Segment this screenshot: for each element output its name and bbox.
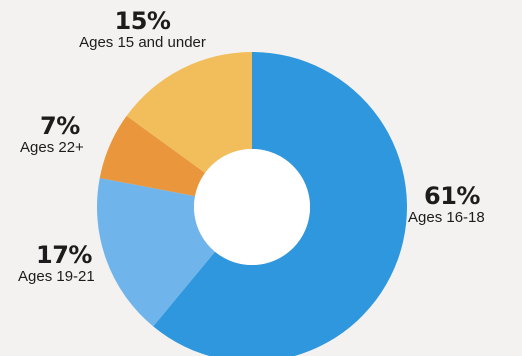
donut-slice-ages-15-and-under [126, 52, 252, 173]
slice-label-ages-19-21: 17% Ages 19-21 [18, 242, 95, 286]
slice-category-label: Ages 22+ [20, 139, 84, 156]
donut-hole [194, 149, 310, 265]
slice-label-ages-22-plus: 7% Ages 22+ [20, 113, 84, 157]
slice-category-label: Ages 19-21 [18, 268, 95, 285]
donut-slice-ages-19-21 [96, 177, 216, 327]
slice-percent-label: 15% [114, 7, 171, 35]
slice-percent-label: 17% [36, 241, 92, 269]
donut-slice-ages-22 [99, 115, 206, 197]
slice-label-ages-16-18: 61% Ages 16-18 [408, 183, 485, 227]
slice-label-ages-15-and-under: 15% Ages 15 and under [55, 8, 230, 52]
slice-category-label: Ages 16-18 [408, 209, 485, 226]
slice-percent-label: 61% [424, 182, 480, 210]
slice-percent-label: 7% [40, 112, 80, 140]
donut-slice-ages-16-18 [153, 52, 407, 356]
slice-category-label: Ages 15 and under [79, 34, 206, 51]
